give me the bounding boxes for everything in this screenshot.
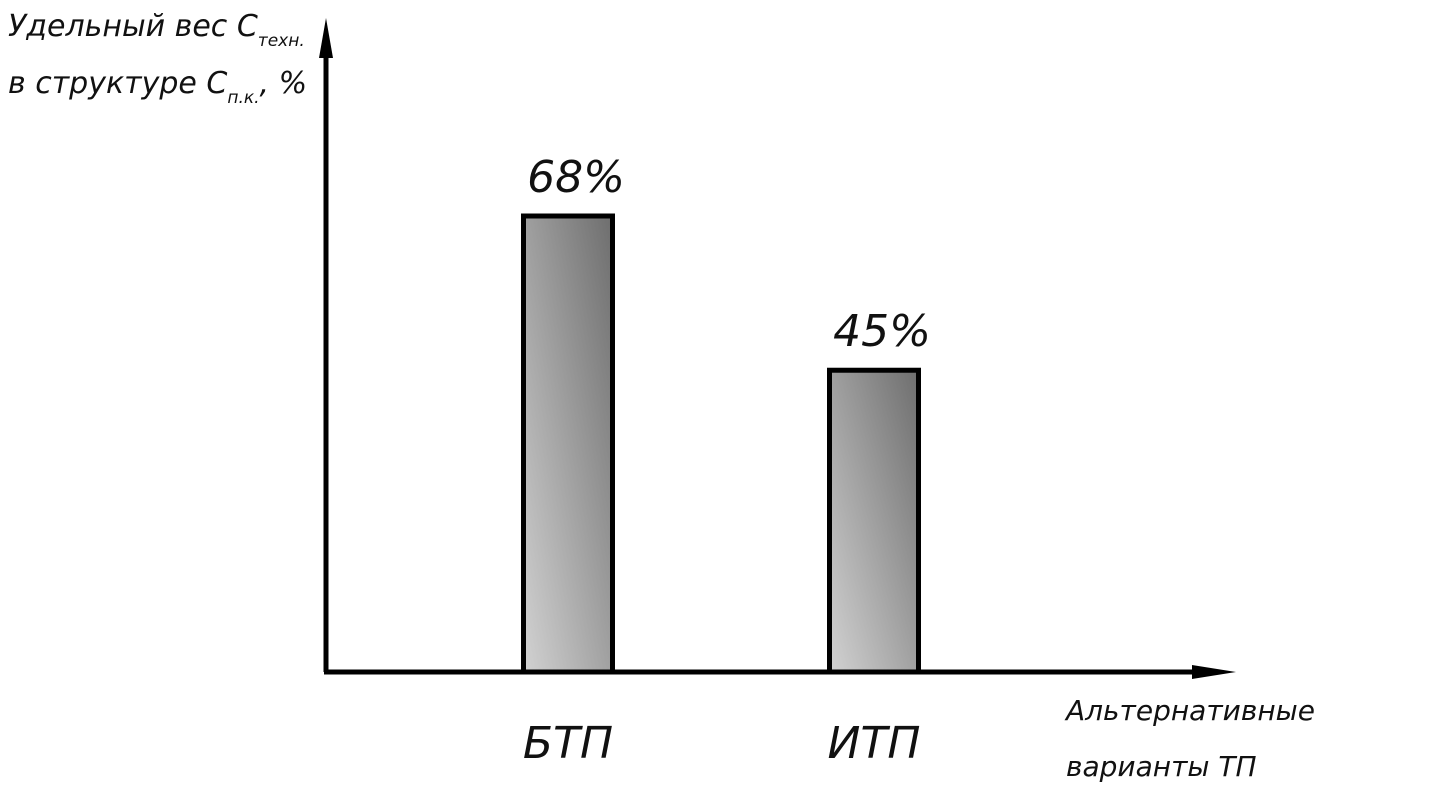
category-label-2: ИТП <box>828 718 921 769</box>
y-axis-label-line1-subscript: техн. <box>258 31 305 51</box>
bar-1 <box>521 213 615 675</box>
bars-group: 68% БТП 45% ИТП <box>521 152 931 769</box>
y-axis-label-line1: Удельный вес Стехн. <box>8 9 305 51</box>
bar-2 <box>827 367 921 675</box>
bar-value-label-1: 68% <box>527 152 625 203</box>
x-axis-arrow <box>1192 665 1236 679</box>
y-axis-label-line2: в структуре Сп.к., % <box>8 66 307 108</box>
category-label-1: БТП <box>523 718 613 769</box>
bar-value-label-2: 45% <box>833 306 931 357</box>
x-axis-label-line2: варианты ТП <box>1066 750 1257 783</box>
x-axis-label-line1: Альтернативные <box>1064 694 1315 727</box>
y-axis-label-line2-subscript: п.к. <box>227 88 259 108</box>
axes <box>319 18 1236 679</box>
y-axis-arrow <box>319 18 333 58</box>
